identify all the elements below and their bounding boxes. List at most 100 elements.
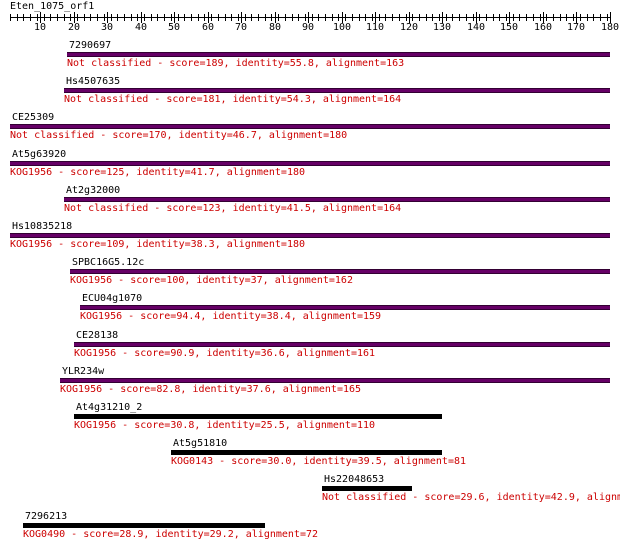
axis-major-tick <box>476 12 477 23</box>
hit-name[interactable]: YLR234w <box>62 366 105 377</box>
alignment-bar[interactable] <box>10 124 610 129</box>
axis-minor-tick <box>312 14 313 21</box>
axis-minor-tick <box>30 14 31 21</box>
alignment-bar[interactable] <box>64 197 610 202</box>
axis-tick-label: 10 <box>34 22 47 33</box>
hit-name[interactable]: At4g31210_2 <box>76 402 143 413</box>
axis-minor-tick <box>245 14 246 21</box>
axis-minor-tick <box>218 14 219 21</box>
axis-minor-tick <box>184 14 185 21</box>
hit-description: KOG1956 - score=82.8, identity=37.6, ali… <box>60 384 362 395</box>
axis-minor-tick <box>191 14 192 21</box>
alignment-bar[interactable] <box>80 305 610 310</box>
axis-major-tick <box>40 12 41 23</box>
hit-description: Not classified - score=189, identity=55.… <box>67 58 405 69</box>
axis-minor-tick <box>352 14 353 21</box>
axis-minor-tick <box>473 14 474 21</box>
axis-minor-tick <box>137 14 138 21</box>
axis-tick-label: 170 <box>567 22 586 33</box>
axis-minor-tick <box>365 14 366 21</box>
axis-minor-tick <box>50 14 51 21</box>
axis-tick-label: 130 <box>433 22 452 33</box>
axis-minor-tick <box>211 14 212 21</box>
axis-minor-tick <box>151 14 152 21</box>
axis-minor-tick <box>111 14 112 21</box>
hit-description: KOG1956 - score=109, identity=38.3, alig… <box>10 239 306 250</box>
alignment-bar[interactable] <box>322 486 412 491</box>
hit-name[interactable]: At5g51810 <box>173 438 228 449</box>
hit-name[interactable]: CE25309 <box>12 112 55 123</box>
axis-tick-label: 110 <box>366 22 385 33</box>
axis-minor-tick <box>526 14 527 21</box>
alignment-bar[interactable] <box>64 88 610 93</box>
axis-minor-tick <box>265 14 266 21</box>
axis-minor-tick <box>204 14 205 21</box>
axis-minor-tick <box>519 14 520 21</box>
alignment-bar[interactable] <box>74 414 442 419</box>
axis-minor-tick <box>70 14 71 21</box>
axis-minor-tick <box>607 14 608 21</box>
axis-line <box>10 17 610 18</box>
hit-description: Not classified - score=29.6, identity=42… <box>322 492 620 503</box>
axis-minor-tick <box>493 14 494 21</box>
axis-major-tick <box>141 12 142 23</box>
axis-minor-tick <box>332 14 333 21</box>
axis-minor-tick <box>271 14 272 21</box>
axis-minor-tick <box>258 14 259 21</box>
axis-minor-tick <box>566 14 567 21</box>
hit-name[interactable]: At2g32000 <box>66 185 121 196</box>
hit-name[interactable]: Hs22048653 <box>324 474 385 485</box>
hit-name[interactable]: ECU04g1070 <box>82 293 143 304</box>
axis-tick-label: 140 <box>467 22 486 33</box>
axis-minor-tick <box>593 14 594 21</box>
axis-minor-tick <box>506 14 507 21</box>
axis-major-tick <box>74 12 75 23</box>
axis-minor-tick <box>459 14 460 21</box>
alignment-bar[interactable] <box>67 52 610 57</box>
axis-tick-label: 50 <box>168 22 181 33</box>
hit-name[interactable]: Hs4507635 <box>66 76 121 87</box>
axis-tick-label: 60 <box>202 22 215 33</box>
alignment-bar[interactable] <box>10 161 610 166</box>
hit-name[interactable]: 7290697 <box>69 40 112 51</box>
axis-major-tick <box>610 12 611 23</box>
alignment-bar[interactable] <box>171 450 442 455</box>
axis-major-tick <box>442 12 443 23</box>
alignment-bar[interactable] <box>60 378 610 383</box>
axis-minor-tick <box>419 14 420 21</box>
axis-minor-tick <box>325 14 326 21</box>
hit-description: KOG1956 - score=30.8, identity=25.5, ali… <box>74 420 376 431</box>
hit-name[interactable]: SPBC16G5.12c <box>72 257 145 268</box>
axis-minor-tick <box>164 14 165 21</box>
axis-major-tick <box>308 12 309 23</box>
alignment-bar[interactable] <box>10 233 610 238</box>
axis-minor-tick <box>580 14 581 21</box>
axis-minor-tick <box>533 14 534 21</box>
axis-minor-tick <box>238 14 239 21</box>
axis-tick-label: 90 <box>302 22 315 33</box>
hit-name[interactable]: At5g63920 <box>12 149 67 160</box>
axis-minor-tick <box>466 14 467 21</box>
axis-major-tick <box>509 12 510 23</box>
axis-minor-tick <box>90 14 91 21</box>
hit-name[interactable]: CE28138 <box>76 330 119 341</box>
alignment-bar[interactable] <box>70 269 610 274</box>
axis-minor-tick <box>117 14 118 21</box>
axis-tick-label: 180 <box>601 22 620 33</box>
hit-name[interactable]: Hs10835218 <box>12 221 73 232</box>
alignment-bar[interactable] <box>23 523 265 528</box>
axis-minor-tick <box>318 14 319 21</box>
hit-name[interactable]: 7296213 <box>25 511 68 522</box>
axis-minor-tick <box>305 14 306 21</box>
axis-minor-tick <box>225 14 226 21</box>
hit-description: KOG1956 - score=94.4, identity=38.4, ali… <box>80 311 382 322</box>
axis-minor-tick <box>513 14 514 21</box>
axis-major-tick <box>342 12 343 23</box>
axis-minor-tick <box>560 14 561 21</box>
hit-description: KOG0143 - score=30.0, identity=39.5, ali… <box>171 456 467 467</box>
hit-description: KOG1956 - score=100, identity=37, alignm… <box>70 275 353 286</box>
alignment-bar[interactable] <box>74 342 610 347</box>
axis-minor-tick <box>573 14 574 21</box>
hit-description: KOG0490 - score=28.9, identity=29.2, ali… <box>23 529 319 540</box>
